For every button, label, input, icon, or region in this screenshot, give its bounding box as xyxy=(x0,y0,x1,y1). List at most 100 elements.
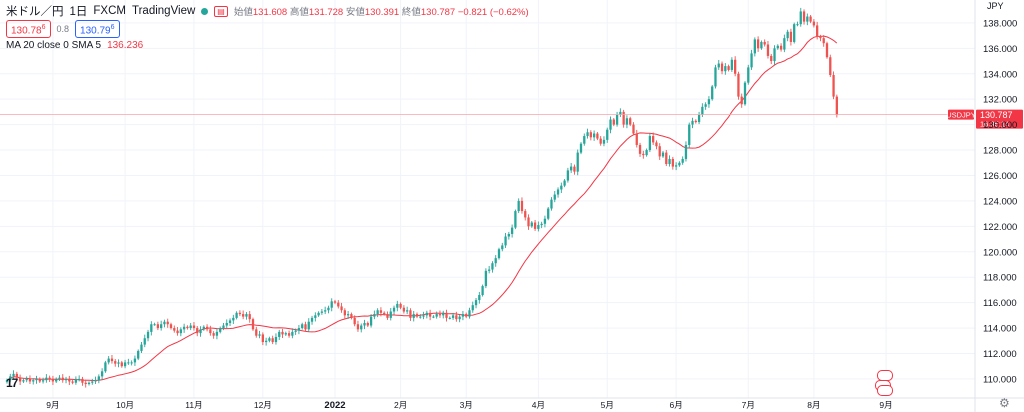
candle-body xyxy=(697,114,701,123)
candle-body xyxy=(737,73,740,97)
candle-body xyxy=(51,378,55,382)
candle-body xyxy=(770,55,773,62)
candle-body xyxy=(661,152,665,157)
candle-body xyxy=(107,358,110,363)
price-tick-label: 124.000 xyxy=(983,196,1017,207)
candle-body xyxy=(369,316,373,326)
candle-body xyxy=(560,185,563,190)
candle-body xyxy=(432,316,435,318)
candle-body xyxy=(179,329,182,334)
candle-body xyxy=(235,312,238,318)
candle-body xyxy=(573,166,576,172)
candle-body xyxy=(717,63,720,68)
candle-body xyxy=(547,208,550,219)
candle-body xyxy=(691,120,694,125)
flag-icon-3[interactable] xyxy=(877,385,893,396)
candle-body xyxy=(681,158,684,163)
candle-body xyxy=(137,350,140,359)
candle-body xyxy=(346,314,350,316)
candle-body xyxy=(510,227,514,234)
candle-body xyxy=(228,320,232,323)
candle-body xyxy=(278,331,281,337)
price-tick-label: 116.000 xyxy=(983,298,1017,309)
exchange-label: FXCM xyxy=(93,5,126,17)
candle-body xyxy=(743,82,747,105)
candle-body xyxy=(586,132,589,137)
candle-body xyxy=(520,200,524,212)
candle-body xyxy=(81,378,84,383)
candle-body xyxy=(615,114,619,125)
candle-body xyxy=(386,314,389,318)
candle-body xyxy=(428,312,432,317)
gear-icon[interactable]: ⚙ xyxy=(999,396,1010,410)
candle-body xyxy=(674,165,678,167)
time-tick-label: 10月 xyxy=(116,400,134,410)
candle-body xyxy=(114,361,117,364)
candle-body xyxy=(166,321,169,325)
candle-body xyxy=(22,380,25,382)
candle-body xyxy=(753,39,756,54)
candle-body xyxy=(829,57,832,76)
price-tick-label: 120.000 xyxy=(983,247,1017,258)
flag-icon[interactable]: ▤ xyxy=(214,5,228,17)
time-tick-label: 5月 xyxy=(601,400,614,410)
candle-body xyxy=(48,377,51,379)
candle-body xyxy=(215,331,219,336)
candle-body xyxy=(537,225,540,229)
candle-body xyxy=(619,111,622,115)
price-tick-label: 114.000 xyxy=(983,324,1017,335)
sell-button[interactable]: 130.786 xyxy=(6,19,51,39)
candle-body xyxy=(678,162,681,166)
candle-body xyxy=(74,378,78,383)
candle-body xyxy=(556,189,560,195)
candle-body xyxy=(471,305,474,311)
symbol-badge-label: USDJPY xyxy=(946,111,976,120)
symbol-name[interactable]: 米ドル／円 xyxy=(6,6,64,18)
candle-body xyxy=(268,338,271,341)
candle-body xyxy=(779,45,783,50)
buy-button[interactable]: 130.796 xyxy=(75,19,120,39)
candle-body xyxy=(596,133,599,139)
candle-body xyxy=(110,358,114,362)
candle-body xyxy=(599,138,602,144)
candle-body xyxy=(799,11,802,25)
candle-body xyxy=(222,325,225,329)
candle-body xyxy=(422,315,425,317)
interval-label[interactable]: 1日 xyxy=(69,6,88,18)
event-flags-icon[interactable] xyxy=(874,370,896,396)
candle-body xyxy=(563,180,566,186)
candle-body xyxy=(412,314,415,318)
price-tick-label: 134.000 xyxy=(983,69,1017,80)
time-tick-label: 2022 xyxy=(324,400,345,411)
candle-body xyxy=(186,326,189,329)
candle-body xyxy=(629,118,632,125)
candle-body xyxy=(763,41,766,45)
chart-grid xyxy=(0,0,975,398)
price-tick-label: 118.000 xyxy=(983,273,1017,284)
candle-body xyxy=(232,317,235,321)
candle-body xyxy=(402,307,406,312)
candle-body xyxy=(448,317,451,319)
candle-body xyxy=(94,380,97,382)
candle-body xyxy=(451,315,455,318)
candle-body xyxy=(12,373,15,377)
candle-body xyxy=(832,75,835,97)
time-tick-label: 6月 xyxy=(670,400,683,410)
candle-body xyxy=(576,152,579,172)
candle-body xyxy=(819,36,822,39)
last-price-label: 130.787 xyxy=(980,110,1013,120)
tradingview-logo-icon[interactable]: 17 xyxy=(6,376,18,390)
ma-indicator-label[interactable]: MA 20 close 0 SMA 5 xyxy=(6,40,102,51)
price-axis: 110.000 112.000 114.000 116.000 118.000 120.0… xyxy=(974,0,1017,412)
candle-body xyxy=(602,139,606,144)
candle-body xyxy=(130,362,133,364)
candle-body xyxy=(550,199,553,209)
candle-body xyxy=(133,358,137,363)
price-tick-label: 130.000 xyxy=(983,120,1017,131)
candle-body xyxy=(104,362,107,372)
price-tick-label: 132.000 xyxy=(983,95,1017,106)
candle-body xyxy=(84,382,87,385)
candle-body xyxy=(635,133,638,145)
